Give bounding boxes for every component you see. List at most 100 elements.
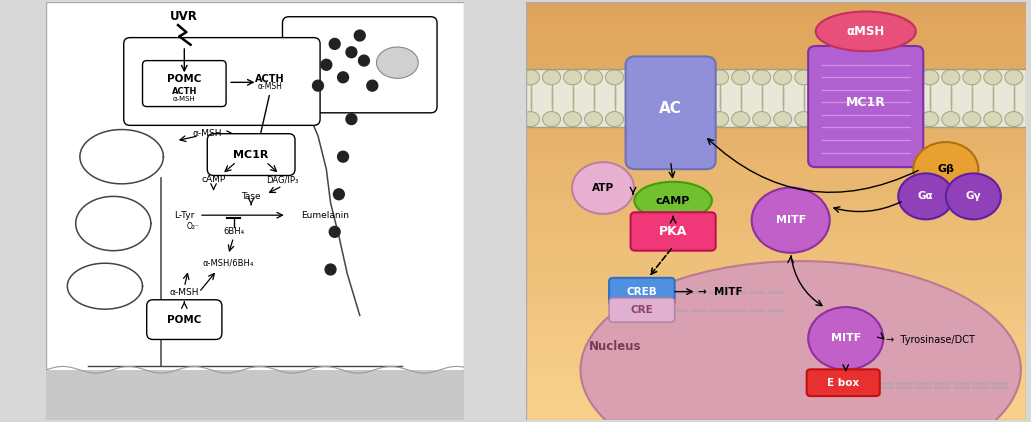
FancyBboxPatch shape xyxy=(808,46,924,167)
Circle shape xyxy=(1005,111,1023,127)
Circle shape xyxy=(773,111,792,127)
Text: MC1R: MC1R xyxy=(845,96,886,109)
Circle shape xyxy=(564,70,581,85)
Bar xyxy=(526,75,1026,86)
Bar xyxy=(526,222,1026,232)
Ellipse shape xyxy=(634,182,711,219)
Text: PKA: PKA xyxy=(659,225,688,238)
Circle shape xyxy=(963,70,980,85)
Text: POMC: POMC xyxy=(167,74,201,84)
Circle shape xyxy=(898,173,954,219)
Circle shape xyxy=(753,111,771,127)
Circle shape xyxy=(984,111,1002,127)
Text: DAG/IP₃: DAG/IP₃ xyxy=(266,175,299,184)
Bar xyxy=(526,138,1026,148)
Circle shape xyxy=(647,70,666,85)
Circle shape xyxy=(773,70,792,85)
Text: MITF: MITF xyxy=(831,333,861,344)
Circle shape xyxy=(752,188,830,253)
Bar xyxy=(526,232,1026,242)
Ellipse shape xyxy=(376,47,419,78)
Text: MC1R: MC1R xyxy=(233,150,269,160)
Bar xyxy=(526,169,1026,180)
Text: CREB: CREB xyxy=(626,287,657,297)
Circle shape xyxy=(732,111,750,127)
Text: Nucleus: Nucleus xyxy=(590,340,642,353)
Circle shape xyxy=(900,70,918,85)
Bar xyxy=(526,180,1026,190)
Circle shape xyxy=(669,111,687,127)
Circle shape xyxy=(522,70,539,85)
Circle shape xyxy=(337,72,348,83)
Bar xyxy=(526,149,1026,159)
Bar xyxy=(526,305,1026,316)
FancyBboxPatch shape xyxy=(146,300,222,339)
Circle shape xyxy=(312,80,324,91)
Circle shape xyxy=(346,47,357,58)
Text: α-MSH: α-MSH xyxy=(173,96,196,102)
Circle shape xyxy=(367,80,377,91)
FancyBboxPatch shape xyxy=(631,212,716,251)
Text: ACTH: ACTH xyxy=(171,87,197,97)
Bar xyxy=(526,399,1026,409)
FancyBboxPatch shape xyxy=(282,17,437,113)
FancyBboxPatch shape xyxy=(626,57,716,169)
FancyBboxPatch shape xyxy=(207,134,295,176)
Circle shape xyxy=(542,70,561,85)
Bar xyxy=(526,54,1026,65)
Circle shape xyxy=(605,70,624,85)
Circle shape xyxy=(808,307,884,370)
Bar xyxy=(526,378,1026,389)
FancyBboxPatch shape xyxy=(806,369,879,396)
Bar xyxy=(526,253,1026,263)
Text: cAMP: cAMP xyxy=(201,175,226,184)
Bar xyxy=(526,295,1026,305)
Circle shape xyxy=(605,111,624,127)
Bar xyxy=(526,326,1026,336)
Bar xyxy=(526,409,1026,420)
Text: ACTH: ACTH xyxy=(255,73,285,84)
Bar xyxy=(526,96,1026,106)
Text: MITF: MITF xyxy=(775,215,806,225)
Text: O₂⁻: O₂⁻ xyxy=(187,222,200,231)
Circle shape xyxy=(627,111,644,127)
Text: Gα: Gα xyxy=(918,192,934,201)
Circle shape xyxy=(837,111,855,127)
Circle shape xyxy=(945,173,1001,219)
Bar xyxy=(526,316,1026,326)
Circle shape xyxy=(690,111,707,127)
Bar xyxy=(526,273,1026,284)
Circle shape xyxy=(913,142,978,196)
Bar xyxy=(526,13,1026,23)
Circle shape xyxy=(795,111,812,127)
Text: α-MSH: α-MSH xyxy=(193,129,222,138)
Bar xyxy=(526,200,1026,211)
Circle shape xyxy=(585,70,602,85)
Text: α-MSH: α-MSH xyxy=(169,288,199,297)
Circle shape xyxy=(710,111,729,127)
FancyBboxPatch shape xyxy=(609,298,674,322)
Bar xyxy=(526,65,1026,75)
Circle shape xyxy=(522,111,539,127)
Text: α-MSH/6BH₄: α-MSH/6BH₄ xyxy=(202,259,254,268)
Bar xyxy=(526,336,1026,347)
Circle shape xyxy=(355,30,365,41)
Circle shape xyxy=(359,55,369,66)
Bar xyxy=(526,117,1026,127)
Circle shape xyxy=(346,114,357,124)
Circle shape xyxy=(321,60,332,70)
Circle shape xyxy=(647,111,666,127)
Bar xyxy=(526,368,1026,378)
Text: L-Tyr: L-Tyr xyxy=(174,211,195,220)
Bar xyxy=(526,190,1026,200)
Bar xyxy=(526,389,1026,399)
Circle shape xyxy=(963,111,980,127)
Bar xyxy=(526,357,1026,368)
Circle shape xyxy=(333,189,344,200)
Circle shape xyxy=(816,111,834,127)
Circle shape xyxy=(585,111,602,127)
Circle shape xyxy=(329,38,340,49)
Circle shape xyxy=(753,70,771,85)
Circle shape xyxy=(572,162,634,214)
Bar xyxy=(526,242,1026,253)
